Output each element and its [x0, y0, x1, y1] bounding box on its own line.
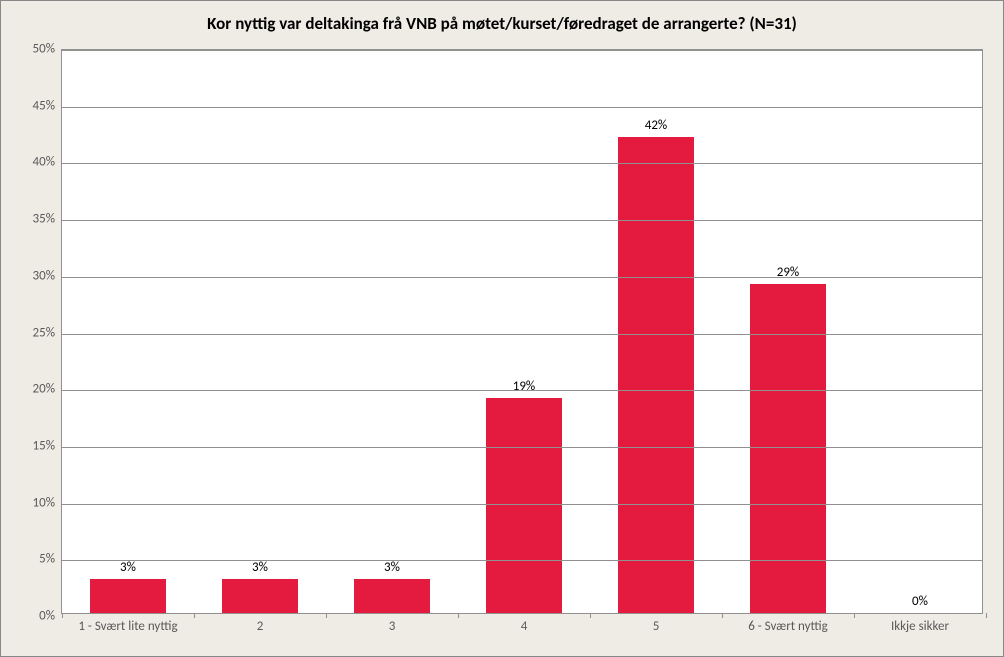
ytick-label: 35% — [11, 212, 55, 227]
gridline — [62, 560, 982, 561]
xtick-label: 4 — [521, 613, 528, 634]
gridline — [62, 220, 982, 221]
bar: 3% — [222, 579, 299, 613]
bar-value-label: 29% — [750, 265, 827, 284]
xtick-label: 2 — [257, 613, 264, 634]
gridline — [62, 50, 982, 51]
ytick-label: 40% — [11, 155, 55, 170]
plot-area: 3%3%3%19%42%29%0% 1 - Svært lite nyttig2… — [61, 49, 983, 614]
bar-value-label: 3% — [354, 560, 431, 579]
bar: 19% — [486, 398, 563, 613]
gridline — [62, 334, 982, 335]
xtick-mark — [986, 613, 987, 618]
ytick-label: 50% — [11, 42, 55, 57]
bars-layer: 3%3%3%19%42%29%0% — [62, 50, 982, 613]
xtick-label: 1 - Svært lite nyttig — [78, 613, 177, 634]
ytick-label: 25% — [11, 325, 55, 340]
ytick-label: 45% — [11, 98, 55, 113]
xtick-label: Ikkje sikker — [891, 613, 949, 634]
bar: 3% — [90, 579, 167, 613]
xtick-mark — [194, 613, 195, 618]
ytick-label: 15% — [11, 438, 55, 453]
bar-value-label: 19% — [486, 379, 563, 398]
ytick-label: 10% — [11, 495, 55, 510]
bar-value-label: 3% — [222, 560, 299, 579]
ytick-label: 5% — [11, 552, 55, 567]
bar-value-label: 0% — [882, 594, 959, 613]
xtick-label: 6 - Svært nyttig — [748, 613, 828, 634]
gridline — [62, 163, 982, 164]
xtick-mark — [62, 613, 63, 618]
bar: 42% — [618, 137, 695, 613]
bar-value-label: 42% — [618, 118, 695, 137]
gridline — [62, 277, 982, 278]
ytick-label: 20% — [11, 382, 55, 397]
xtick-mark — [326, 613, 327, 618]
ytick-label: 30% — [11, 268, 55, 283]
chart-container: Kor nyttig var deltakinga frå VNB på møt… — [0, 0, 1004, 657]
gridline — [62, 447, 982, 448]
gridline — [62, 390, 982, 391]
chart-title: Kor nyttig var deltakinga frå VNB på møt… — [1, 1, 1003, 42]
gridline — [62, 107, 982, 108]
xtick-label: 5 — [653, 613, 660, 634]
xtick-label: 3 — [389, 613, 396, 634]
gridline — [62, 504, 982, 505]
xtick-mark — [854, 613, 855, 618]
xtick-mark — [590, 613, 591, 618]
ytick-label: 0% — [11, 609, 55, 624]
xtick-mark — [722, 613, 723, 618]
bar: 3% — [354, 579, 431, 613]
xtick-mark — [458, 613, 459, 618]
bar-value-label: 3% — [90, 560, 167, 579]
